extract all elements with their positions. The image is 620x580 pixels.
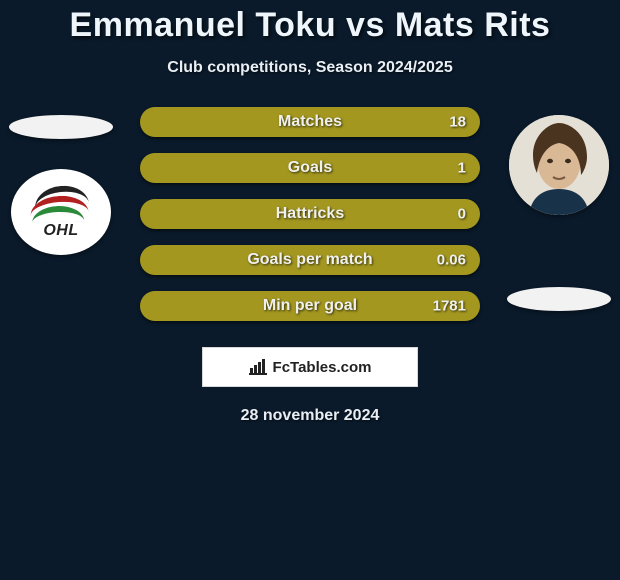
date-text: 28 november 2024 [0, 407, 620, 425]
stat-row-hattricks: Hattricks 0 [140, 199, 480, 229]
brand-text: FcTables.com [273, 359, 372, 376]
stat-label: Goals [288, 159, 332, 177]
stat-label: Min per goal [263, 297, 357, 315]
right-player-column [504, 115, 614, 311]
stat-label: Matches [278, 113, 342, 131]
right-club-logo-placeholder [507, 287, 611, 311]
stat-value-right: 0 [458, 206, 466, 223]
right-player-avatar [509, 115, 609, 215]
stat-value-right: 18 [449, 114, 466, 131]
stat-value-right: 0.06 [437, 252, 466, 269]
comparison-card: Emmanuel Toku vs Mats Rits Club competit… [0, 0, 620, 580]
stat-row-min-per-goal: Min per goal 1781 [140, 291, 480, 321]
stat-row-goals-per-match: Goals per match 0.06 [140, 245, 480, 275]
stat-row-matches: Matches 18 [140, 107, 480, 137]
left-player-avatar-placeholder [9, 115, 113, 139]
stat-label: Goals per match [247, 251, 372, 269]
ohl-logo-icon: OHL [26, 182, 96, 242]
avatar-icon [509, 115, 609, 215]
content-area: OHL Matches [0, 107, 620, 425]
stat-row-goals: Goals 1 [140, 153, 480, 183]
brand-box[interactable]: FcTables.com [202, 347, 418, 387]
stat-value-right: 1 [458, 160, 466, 177]
page-title: Emmanuel Toku vs Mats Rits [0, 6, 620, 45]
left-club-logo: OHL [11, 169, 111, 255]
bar-chart-icon [249, 359, 267, 375]
stat-value-right: 1781 [433, 298, 466, 315]
page-subtitle: Club competitions, Season 2024/2025 [0, 59, 620, 77]
left-player-column: OHL [6, 115, 116, 255]
stat-bars: Matches 18 Goals 1 Hattricks 0 Goals per… [140, 107, 480, 321]
stat-label: Hattricks [276, 205, 344, 223]
ohl-logo-text: OHL [26, 222, 96, 240]
